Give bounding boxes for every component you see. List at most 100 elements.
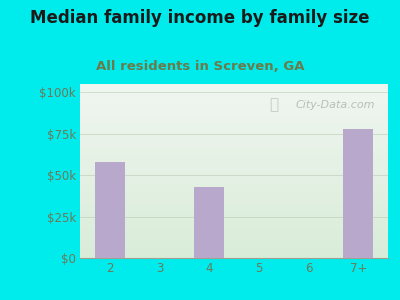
Bar [80,192,388,194]
Bar [80,88,388,89]
Bar [80,202,388,204]
Bar [80,248,388,249]
Bar [80,197,388,199]
Bar [80,103,388,105]
Bar [80,242,388,244]
Bar [80,190,388,192]
Bar [80,209,388,211]
Bar [80,126,388,127]
Bar [80,160,388,162]
Bar [80,221,388,223]
Bar [80,138,388,140]
Bar [80,157,388,159]
Bar [80,117,388,119]
Bar [80,100,388,101]
Text: City-Data.com: City-Data.com [296,100,375,110]
Bar [80,166,388,167]
Bar [80,134,388,136]
Bar [80,225,388,227]
Bar [80,164,388,166]
Bar [80,230,388,232]
Bar [80,136,388,138]
Bar [80,214,388,216]
Bar [80,91,388,93]
Bar [80,119,388,121]
Bar [80,213,388,214]
Bar [80,154,388,155]
Bar [80,173,388,175]
Bar [80,175,388,176]
Bar [80,131,388,133]
Bar [80,106,388,108]
Bar [80,84,388,86]
Bar [80,171,388,173]
Text: ⦿: ⦿ [270,98,279,112]
Bar [80,159,388,161]
Bar [80,93,388,94]
Bar [80,199,388,201]
Bar [80,254,388,256]
Bar [80,183,388,185]
Bar [80,152,388,154]
Bar [80,124,388,126]
Bar [80,98,388,100]
Bar [80,216,388,218]
Bar [95,162,125,258]
Bar [80,148,388,150]
Bar [80,208,388,209]
Bar [80,96,388,98]
Bar [80,206,388,208]
Bar [80,143,388,145]
Bar [80,145,388,147]
Bar [80,150,388,152]
Bar [80,178,388,180]
Bar [80,114,388,115]
Bar [80,253,388,254]
Bar [80,155,388,157]
Bar [80,86,388,88]
Bar [80,188,388,190]
Bar [80,108,388,110]
Bar [80,182,388,183]
Bar [80,236,388,237]
Bar [80,223,388,225]
Bar [80,256,388,258]
Bar [80,180,388,182]
Bar [80,115,388,117]
Bar [80,227,388,228]
Bar [80,251,388,253]
Bar [194,187,224,258]
Bar [80,176,388,178]
Bar [80,167,388,169]
Bar [80,246,388,248]
Bar [80,147,388,148]
Bar [80,194,388,195]
Bar [343,129,373,258]
Bar [80,140,388,141]
Bar [80,112,388,114]
Bar [80,220,388,221]
Bar [80,228,388,230]
Text: All residents in Screven, GA: All residents in Screven, GA [96,60,304,73]
Bar [80,94,388,96]
Bar [80,129,388,131]
Bar [80,141,388,143]
Bar [80,195,388,197]
Bar [80,101,388,103]
Bar [80,169,388,171]
Bar [80,241,388,242]
Bar [80,218,388,220]
Bar [80,162,388,164]
Bar [80,201,388,202]
Bar [80,89,388,91]
Bar [80,110,388,112]
Bar [80,249,388,251]
Bar [80,204,388,206]
Bar [80,237,388,239]
Bar [80,239,388,241]
Bar [80,128,388,129]
Bar [80,122,388,124]
Bar [80,187,388,188]
Bar [80,185,388,187]
Bar [80,105,388,106]
